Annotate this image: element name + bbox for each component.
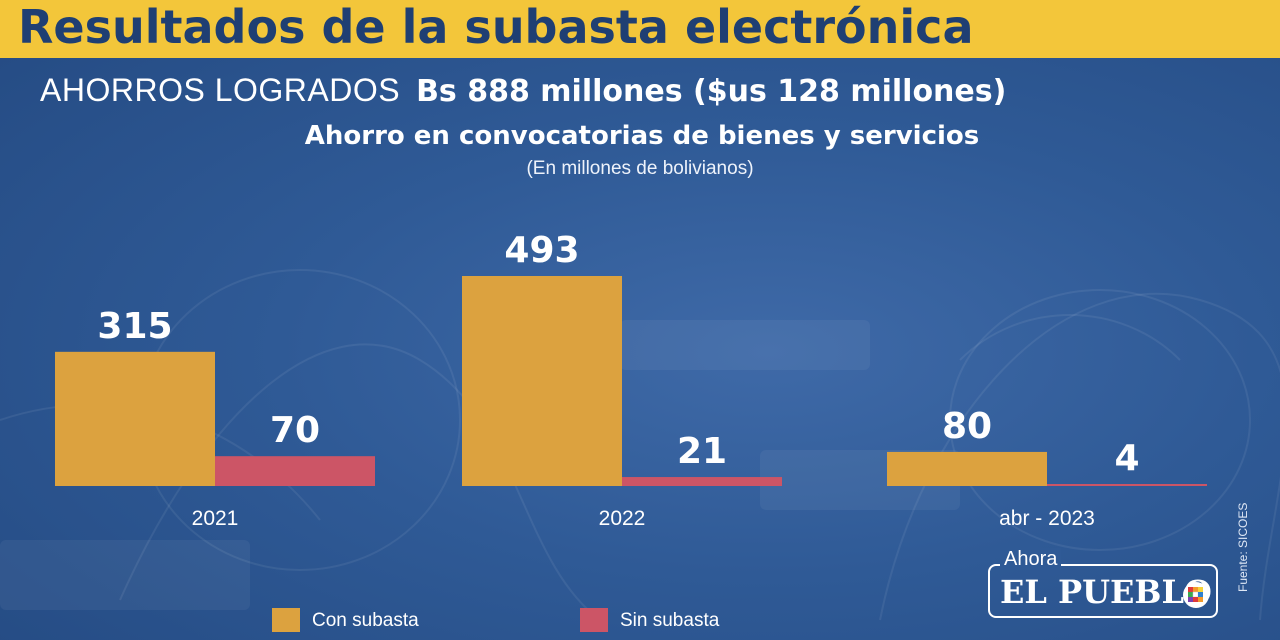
el-pueblo-logo: EL PUEBLO Ahora: [988, 548, 1220, 620]
category-label-2021: 2021: [192, 507, 239, 530]
logo-prefix: Ahora: [1000, 548, 1062, 570]
bar-sin-subasta-2021: [215, 456, 375, 486]
savings-headline: AHORROS LOGRADOS Bs 888 millones ($us 128…: [40, 68, 1006, 112]
bar-con-subasta-2022: [462, 276, 622, 486]
savings-label: AHORROS LOGRADOS: [40, 72, 401, 108]
logo-name: EL PUEBLO: [1000, 573, 1212, 611]
logo-frame: EL PUEBLO: [988, 564, 1218, 618]
bar-con-subasta-abr-2023: [887, 451, 1047, 486]
category-label-abr-2023: abr - 2023: [999, 507, 1095, 530]
legend-swatch-con-subasta: [272, 608, 300, 632]
category-label-2022: 2022: [599, 507, 646, 530]
bar-sin-subasta-abr-2023: [1047, 484, 1207, 486]
chart-title: Ahorro en convocatorias de bienes y serv…: [0, 118, 1280, 154]
chart-title-text: Ahorro en convocatorias de bienes y serv…: [304, 121, 980, 151]
source-note: Fuente: SICOES: [1236, 502, 1250, 592]
legend-swatch-sin-subasta: [580, 608, 608, 632]
chart-units: (En millones de bolivianos): [526, 158, 754, 179]
data-label-sin-subasta-2022: 21: [677, 431, 727, 472]
wiphala-emblem-icon: [1183, 582, 1209, 608]
data-label-sin-subasta-2021: 70: [270, 410, 320, 451]
data-label-con-subasta-2022: 493: [504, 230, 579, 271]
data-label-con-subasta-abr-2023: 80: [942, 406, 992, 447]
legend-label-con-subasta: Con subasta: [312, 610, 419, 631]
data-label-sin-subasta-abr-2023: 4: [1114, 438, 1139, 479]
banner-title: Resultados de la subasta electrónica: [18, 0, 974, 54]
bar-con-subasta-2021: [55, 351, 215, 486]
title-banner: Resultados de la subasta electrónica: [0, 0, 1280, 58]
data-label-con-subasta-2021: 315: [97, 306, 172, 347]
bar-sin-subasta-2022: [622, 477, 782, 486]
legend-label-sin-subasta: Sin subasta: [620, 610, 720, 631]
savings-amount: Bs 888 millones ($us 128 millones): [416, 74, 1007, 109]
